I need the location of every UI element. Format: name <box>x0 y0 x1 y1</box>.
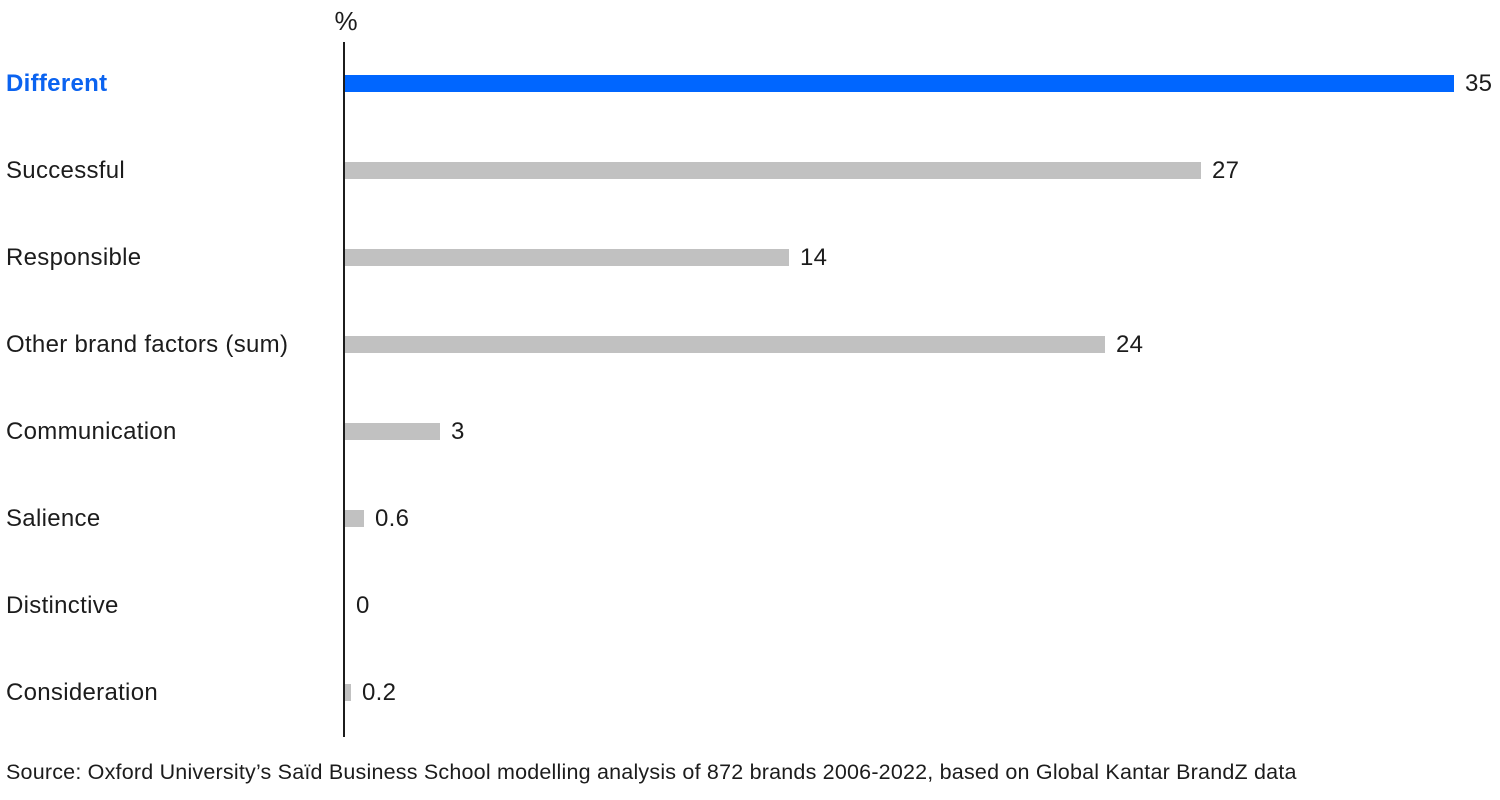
chart-row: Successful 27 <box>0 127 1500 214</box>
category-label: Successful <box>6 156 126 184</box>
category-label: Communication <box>6 417 177 445</box>
bar-area: 27 <box>339 157 1239 185</box>
value-label: 35 <box>1465 69 1493 97</box>
bar <box>345 423 440 440</box>
bar-area: 0 <box>339 592 370 620</box>
bar <box>345 336 1105 353</box>
bar-area: 35 <box>339 70 1492 98</box>
chart-rows: Different 35 Successful 27 Responsible 14 Othe… <box>0 40 1500 736</box>
bar <box>345 249 789 266</box>
bar-area: 3 <box>339 418 465 446</box>
category-label: Distinctive <box>6 591 119 619</box>
chart-row: Consideration 0.2 <box>0 649 1500 736</box>
bar-area: 24 <box>339 331 1143 359</box>
value-label: 0.6 <box>375 504 410 532</box>
bar-area: 0.6 <box>339 505 409 533</box>
y-axis-line <box>343 42 345 737</box>
chart-row: Distinctive 0 <box>0 562 1500 649</box>
value-label: 0 <box>356 591 370 619</box>
category-label: Other brand factors (sum) <box>6 330 289 358</box>
value-label: 0.2 <box>362 678 397 706</box>
bar-area: 0.2 <box>339 679 396 707</box>
horizontal-bar-chart: % Different 35 Successful 27 Responsible 14 Ot… <box>0 6 1500 737</box>
value-label: 24 <box>1116 330 1144 358</box>
bar-area: 14 <box>339 244 827 272</box>
category-label: Salience <box>6 504 101 532</box>
bar-highlighted <box>345 75 1454 92</box>
category-label: Consideration <box>6 678 158 706</box>
axis-unit-label: % <box>334 6 358 36</box>
chart-row: Salience 0.6 <box>0 475 1500 562</box>
category-label: Different <box>6 69 108 97</box>
chart-row: Communication 3 <box>0 388 1500 475</box>
value-label: 14 <box>800 243 828 271</box>
chart-row: Other brand factors (sum) 24 <box>0 301 1500 388</box>
chart-row: Different 35 <box>0 40 1500 127</box>
category-label: Responsible <box>6 243 142 271</box>
source-note: Source: Oxford University’s Saïd Busines… <box>6 760 1297 784</box>
chart-row: Responsible 14 <box>0 214 1500 301</box>
value-label: 3 <box>451 417 465 445</box>
value-label: 27 <box>1212 156 1240 184</box>
bar <box>345 510 364 527</box>
bar <box>345 684 351 701</box>
bar <box>345 162 1201 179</box>
